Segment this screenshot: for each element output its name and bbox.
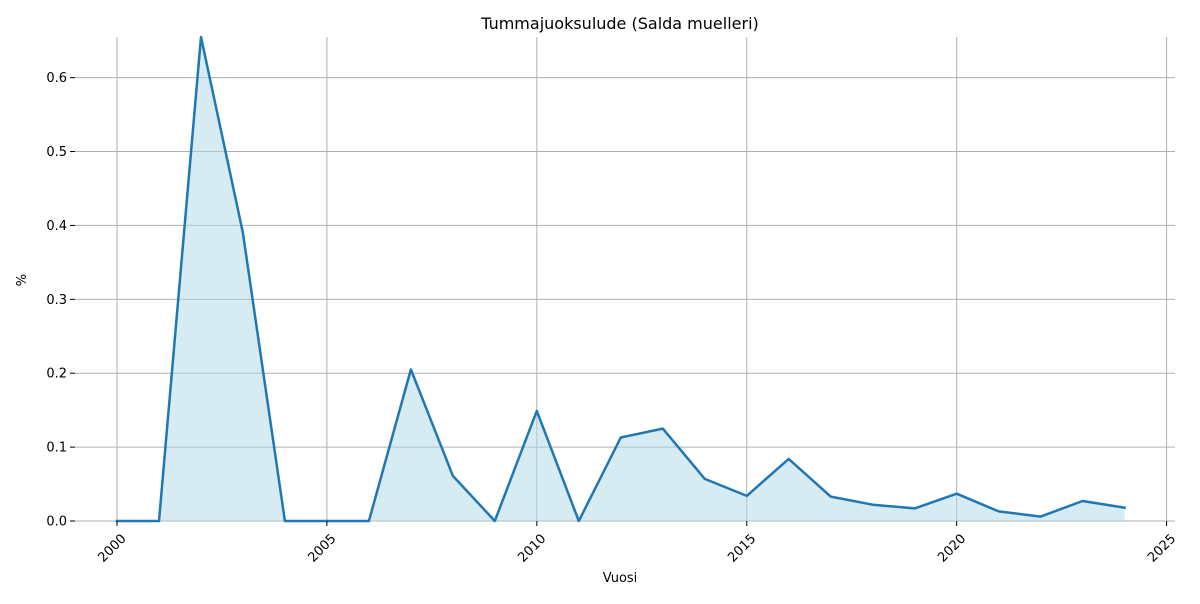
series-line — [115, 35, 1127, 523]
area-fill-layer — [117, 37, 1125, 521]
y-tick-label: 0.4 — [46, 219, 67, 234]
y-axis-ticks: 0.0 0.1 0.2 0.3 0.4 0.5 0.6 — [46, 71, 75, 530]
data-point — [577, 519, 581, 523]
x-axis-label: Vuosi — [603, 571, 638, 586]
data-point — [241, 231, 245, 235]
data-point — [1081, 499, 1085, 503]
data-point — [913, 506, 917, 510]
data-point — [745, 494, 749, 498]
y-tick-label: 0.1 — [46, 441, 67, 456]
data-point — [409, 368, 413, 372]
y-tick-label: 0.5 — [46, 145, 67, 160]
data-point — [1039, 515, 1043, 519]
series-line-layer — [115, 35, 1127, 523]
data-point — [1123, 506, 1127, 510]
x-tick-label: 2015 — [725, 532, 759, 566]
data-point — [829, 495, 833, 499]
data-point — [787, 457, 791, 461]
y-tick-label: 0.0 — [46, 515, 67, 530]
data-point — [157, 519, 161, 523]
y-tick-label: 0.3 — [46, 293, 67, 308]
y-tick-label: 0.6 — [46, 71, 67, 86]
x-tick-label: 2020 — [935, 532, 969, 566]
x-tick-label: 2010 — [515, 532, 549, 566]
series-area-fill — [117, 37, 1125, 521]
data-point — [619, 436, 623, 440]
chart-title: Tummajuoksulude (Salda muelleri) — [480, 14, 759, 33]
data-point — [367, 519, 371, 523]
x-tick-label: 2005 — [305, 532, 339, 566]
data-point — [283, 519, 287, 523]
y-tick-label: 0.2 — [46, 367, 67, 382]
data-point — [535, 409, 539, 413]
x-axis-ticks: 2000 2005 2010 2015 2020 2025 — [96, 521, 1179, 566]
x-tick-label: 2025 — [1145, 532, 1179, 566]
data-point — [451, 474, 455, 478]
data-point — [871, 503, 875, 507]
data-point — [997, 509, 1001, 513]
x-tick-label: 2000 — [96, 532, 130, 566]
data-point — [703, 477, 707, 481]
data-point — [955, 492, 959, 496]
data-point — [493, 519, 497, 523]
data-point — [661, 427, 665, 431]
y-axis-label: % — [15, 274, 30, 286]
data-point — [199, 35, 203, 39]
